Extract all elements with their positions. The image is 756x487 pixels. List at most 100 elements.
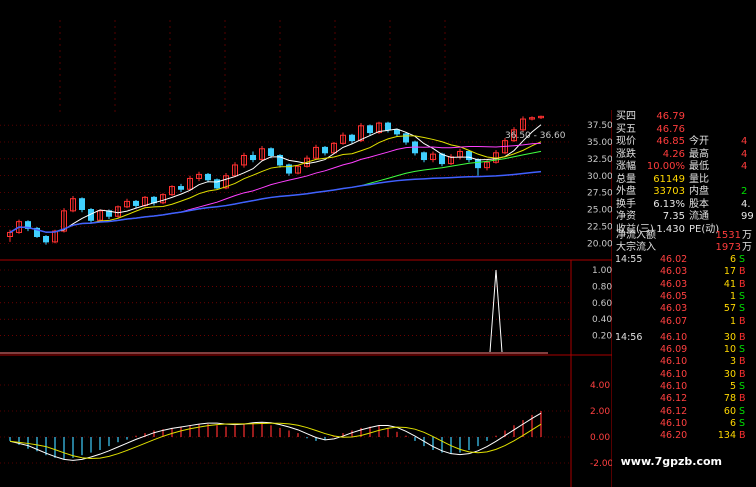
candle-body <box>385 122 391 131</box>
trade-time: 14:56 <box>615 331 643 343</box>
quote-label: PE(动) <box>689 223 720 235</box>
macd-dif-line <box>9 412 542 461</box>
candle-body <box>466 150 472 161</box>
quote-label: 买四 <box>616 111 636 122</box>
trade-row: 46.05 1 S <box>613 291 756 303</box>
candle-body <box>511 129 517 142</box>
quote-row: 收益(三) 1.430 PE(动) <box>613 223 756 236</box>
candle-body <box>376 122 382 134</box>
candle-body <box>196 173 202 179</box>
trade-price: 46.10 <box>660 356 688 368</box>
trade-price: 46.05 <box>660 290 688 302</box>
trade-side: S <box>739 303 746 315</box>
trade-row: 46.12 78 B <box>613 393 756 405</box>
trade-volume: 57 <box>723 303 736 315</box>
candle-body <box>358 125 364 142</box>
candle-body <box>520 118 526 131</box>
candle-body <box>529 117 535 120</box>
quote-label: 最高 <box>689 148 709 160</box>
trade-price: 46.07 <box>660 315 688 327</box>
quote-row: 总量 61149 量比 <box>613 173 756 186</box>
trade-volume: 30 <box>723 368 736 380</box>
block-flow-row: 大宗流入 1973 万 <box>613 241 756 254</box>
trade-price: 46.03 <box>660 266 688 278</box>
main-axis-tick: 37.50 <box>587 121 612 131</box>
candle-body <box>394 129 400 135</box>
candle-body <box>484 161 490 169</box>
quote-label: 量比 <box>689 173 709 185</box>
quote-value: 4 <box>741 136 748 147</box>
quote-label: 流通 <box>689 211 709 222</box>
candle-body <box>214 179 220 189</box>
quote-value: 46.85 <box>656 136 685 147</box>
quote-value: 4 <box>741 148 748 160</box>
candle-body <box>331 142 337 154</box>
candle-body <box>232 164 238 177</box>
trade-row: 46.12 60 S <box>613 406 756 418</box>
quote-row: 外盘 33703 内盘 2 <box>613 185 756 198</box>
trade-price: 46.20 <box>660 430 688 442</box>
trade-volume: 3 <box>729 356 736 368</box>
candle-body <box>430 153 436 161</box>
candle-body <box>448 156 454 165</box>
trade-price: 46.03 <box>660 303 688 315</box>
main-axis-tick: 20.00 <box>587 239 612 249</box>
trade-price: 46.12 <box>660 405 688 417</box>
trade-volume: 6 <box>729 254 736 265</box>
quote-label: 今开 <box>689 136 709 147</box>
quote-value: 10.00% <box>646 161 685 172</box>
candle-body <box>223 175 229 189</box>
candle-body <box>295 165 301 174</box>
candle-body <box>52 230 58 243</box>
trade-price: 46.10 <box>660 417 688 429</box>
sub1-axis-tick: 0.20 <box>592 332 612 342</box>
trade-volume: 134 <box>717 430 736 442</box>
candle-body <box>61 210 67 232</box>
candle-body <box>313 146 319 159</box>
trade-volume: 17 <box>723 266 736 278</box>
quote-label: 股本 <box>689 198 709 210</box>
quote-value: 7.35 <box>662 211 685 222</box>
candle-body <box>268 148 274 156</box>
net-flow-value: 1531 <box>715 230 741 241</box>
price-annotation: 36.50 - 36.60 <box>505 131 566 141</box>
trade-volume: 60 <box>723 405 736 417</box>
main-axis-tick: 27.50 <box>587 189 612 199</box>
quote-label: 收益(三) <box>616 223 654 235</box>
trade-row: 46.03 41 B <box>613 279 756 291</box>
trade-side: B <box>739 356 746 368</box>
candle-body <box>79 198 85 210</box>
trade-row: 46.03 57 S <box>613 303 756 315</box>
quote-row: 现价 46.85 今开 4 <box>613 135 756 148</box>
trade-side: S <box>739 344 746 356</box>
trade-side: S <box>739 405 746 417</box>
candle-body <box>25 221 31 229</box>
sub1-axis-tick: 0.60 <box>592 299 612 309</box>
macd-dea-line <box>9 422 542 460</box>
candle-body <box>124 200 130 208</box>
trade-price: 46.10 <box>660 381 688 392</box>
trade-volume: 1 <box>729 290 736 302</box>
trade-volume: 78 <box>723 393 736 405</box>
block-flow-label: 大宗流入 <box>616 242 656 253</box>
candle-body <box>286 164 292 174</box>
candle-body <box>304 157 310 167</box>
trade-side: B <box>739 368 746 380</box>
sub1-axis-tick: 0.80 <box>592 282 612 292</box>
block-flow-unit: 万 <box>742 242 752 253</box>
quote-value: 4 <box>741 161 748 172</box>
trade-row: 46.07 1 B <box>613 316 756 328</box>
quote-row: 换手 6.13% 股本 4. <box>613 198 756 211</box>
candle-body <box>70 198 76 212</box>
candle-body <box>439 153 445 165</box>
quote-value: 4.26 <box>662 148 685 160</box>
trade-row: 46.09 10 S <box>613 344 756 356</box>
quote-row: 买四 46.79 <box>613 110 756 123</box>
trade-price: 46.12 <box>660 393 688 405</box>
quote-value: 46.76 <box>656 123 685 135</box>
kline-chart[interactable]: 37.50 35.00 32.50 30.00 27.50 25.00 22.50 20.00… <box>0 0 612 487</box>
trade-time: 14:55 <box>615 254 643 265</box>
candle-body <box>97 210 103 221</box>
quote-label: 换手 <box>616 198 636 210</box>
block-flow-value: 1973 <box>715 242 741 253</box>
